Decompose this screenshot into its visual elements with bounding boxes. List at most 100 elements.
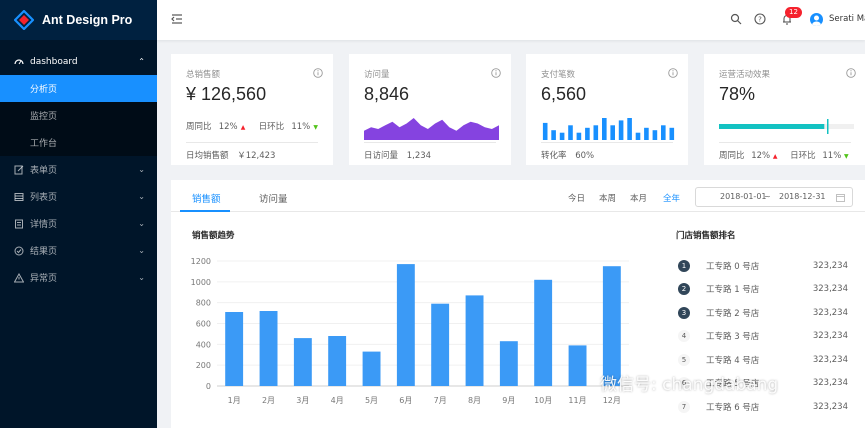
store-name: 工专路 2 号店 — [706, 308, 760, 319]
bar[interactable] — [362, 351, 381, 386]
dashboard-icon — [14, 58, 24, 64]
mini-bar — [627, 118, 632, 140]
card-value: ¥ 126,560 — [186, 84, 267, 104]
sidebar-dashboard[interactable]: dashboard ⌃ — [0, 48, 157, 75]
sales-bar-chart: 0 200 400 600 800 1000 1200 1月 2月 3月 4月 5月 6月 7月 8月 9月 1… — [191, 257, 629, 405]
mini-bar — [585, 127, 590, 140]
card-value: 6,560 — [541, 84, 587, 104]
username[interactable]: Serati Ma — [829, 14, 865, 24]
range-year[interactable]: 全年 — [663, 194, 681, 204]
avatar[interactable] — [810, 13, 823, 26]
mini-bar — [669, 127, 675, 140]
user-avatar-icon — [812, 15, 821, 26]
info-circle-icon[interactable] — [846, 68, 856, 78]
store-value: 323,234 — [812, 307, 848, 318]
form-icon — [14, 165, 24, 174]
caret-down-icon: ▼ — [843, 153, 849, 160]
store-name: 工专路 6 号店 — [706, 402, 760, 413]
sidebar-dashboard-label: dashboard — [30, 56, 78, 67]
sidebar-form[interactable]: 表单页 ⌄ — [0, 156, 157, 183]
store-name: 工专路 3 号店 — [706, 332, 760, 343]
wechat-watermark: 微信号: changdabang — [600, 375, 779, 395]
rank-list: 1 工专路 0 号店 323,234 2 工专路 1 号店 323,234 3 工专路 2… — [678, 254, 848, 419]
bar[interactable] — [568, 345, 587, 386]
sidebar-form-label: 表单页 — [30, 166, 58, 176]
bar[interactable] — [328, 336, 347, 386]
progress-target-marker — [827, 119, 829, 134]
sidebar-list-label: 列表页 — [30, 193, 58, 203]
store-value: 323,234 — [812, 354, 848, 365]
help-icon[interactable]: ? — [754, 13, 766, 25]
card-label: 支付笔数 — [541, 70, 576, 80]
date-end[interactable]: 2018-12-31 — [779, 192, 826, 201]
chevron-down-icon: ⌄ — [138, 192, 145, 201]
logo-icon — [14, 10, 34, 30]
x-tick-label: 9月 — [502, 396, 515, 405]
bar[interactable] — [396, 264, 415, 386]
sales-panel: 销售额 访问量 今日 本周 本月 全年 2018-01-01 ~ 2018-12… — [171, 180, 865, 428]
tab-sales[interactable]: 销售额 — [192, 194, 221, 205]
bar[interactable] — [293, 338, 312, 386]
sidebar-result[interactable]: 结果页 ⌄ — [0, 237, 157, 264]
mini-bar — [618, 120, 624, 140]
x-tick-label: 10月 — [534, 396, 552, 405]
card-payments: 支付笔数 6,560 转化率 60% — [526, 54, 688, 165]
mini-bar — [644, 127, 649, 140]
rank-number: 6 — [678, 377, 690, 390]
bar[interactable] — [431, 303, 450, 386]
search-icon[interactable] — [730, 13, 742, 25]
list-item: 4 工专路 3 号店 323,234 — [678, 325, 848, 349]
dod-value: 11% — [822, 151, 842, 161]
sidebar: Ant Design Pro dashboard ⌃ 分析页 监控页 工作台 表… — [0, 0, 157, 428]
range-month[interactable]: 本月 — [630, 194, 648, 204]
bar[interactable] — [225, 312, 244, 386]
info-circle-icon[interactable] — [313, 68, 323, 78]
bar[interactable] — [259, 311, 278, 386]
app-title: Ant Design Pro — [42, 13, 133, 27]
divider — [186, 142, 318, 143]
sidebar-item-workplace[interactable]: 工作台 — [0, 129, 157, 156]
sidebar-item-analysis[interactable]: 分析页 — [0, 75, 157, 102]
mini-bar — [602, 118, 607, 140]
chevron-up-icon: ⌃ — [138, 57, 145, 66]
warning-icon — [14, 272, 24, 282]
store-value: 323,234 — [812, 401, 848, 412]
sidebar-profile[interactable]: 详情页 ⌄ — [0, 210, 157, 237]
y-tick-label: 1000 — [191, 278, 211, 287]
range-today[interactable]: 今日 — [568, 194, 586, 204]
sidebar-item-monitor[interactable]: 监控页 — [0, 102, 157, 129]
caret-up-icon: ▲ — [772, 153, 778, 160]
info-circle-icon[interactable] — [491, 68, 501, 78]
divider — [364, 142, 496, 143]
sidebar-exception[interactable]: 异常页 ⌄ — [0, 264, 157, 291]
list-item: 6 工专路 5 号店 323,234 — [678, 372, 848, 396]
mini-bar — [635, 132, 641, 140]
card-value: 78% — [719, 84, 756, 104]
y-tick-label: 600 — [196, 320, 211, 329]
info-circle-icon[interactable] — [668, 68, 678, 78]
logo[interactable]: Ant Design Pro — [0, 0, 157, 40]
footer-label: 转化率 — [541, 151, 567, 161]
date-separator: ~ — [764, 192, 771, 201]
sidebar-exception-label: 异常页 — [30, 274, 58, 284]
bar[interactable] — [534, 279, 553, 387]
notification-badge: 12 — [785, 7, 802, 18]
mini-bar — [568, 125, 573, 140]
date-range-picker[interactable]: 2018-01-01 ~ 2018-12-31 — [695, 187, 853, 207]
bar[interactable] — [602, 266, 621, 386]
bar[interactable] — [465, 295, 484, 386]
chevron-down-icon: ⌄ — [138, 246, 145, 255]
calendar-icon — [836, 194, 845, 202]
x-tick-label: 11月 — [568, 396, 586, 405]
list-item: 3 工专路 2 号店 323,234 — [678, 301, 848, 325]
sidebar-list[interactable]: 列表页 ⌄ — [0, 183, 157, 210]
dod-value: 11% — [291, 122, 311, 132]
date-start[interactable]: 2018-01-01 — [720, 192, 767, 201]
menu-fold-icon[interactable] — [171, 13, 183, 25]
tab-visits[interactable]: 访问量 — [259, 194, 288, 205]
bar[interactable] — [499, 341, 518, 386]
card-value: 8,846 — [364, 84, 410, 104]
x-tick-label: 2月 — [262, 396, 275, 405]
range-week[interactable]: 本周 — [599, 194, 617, 204]
store-value: 323,234 — [812, 378, 848, 389]
